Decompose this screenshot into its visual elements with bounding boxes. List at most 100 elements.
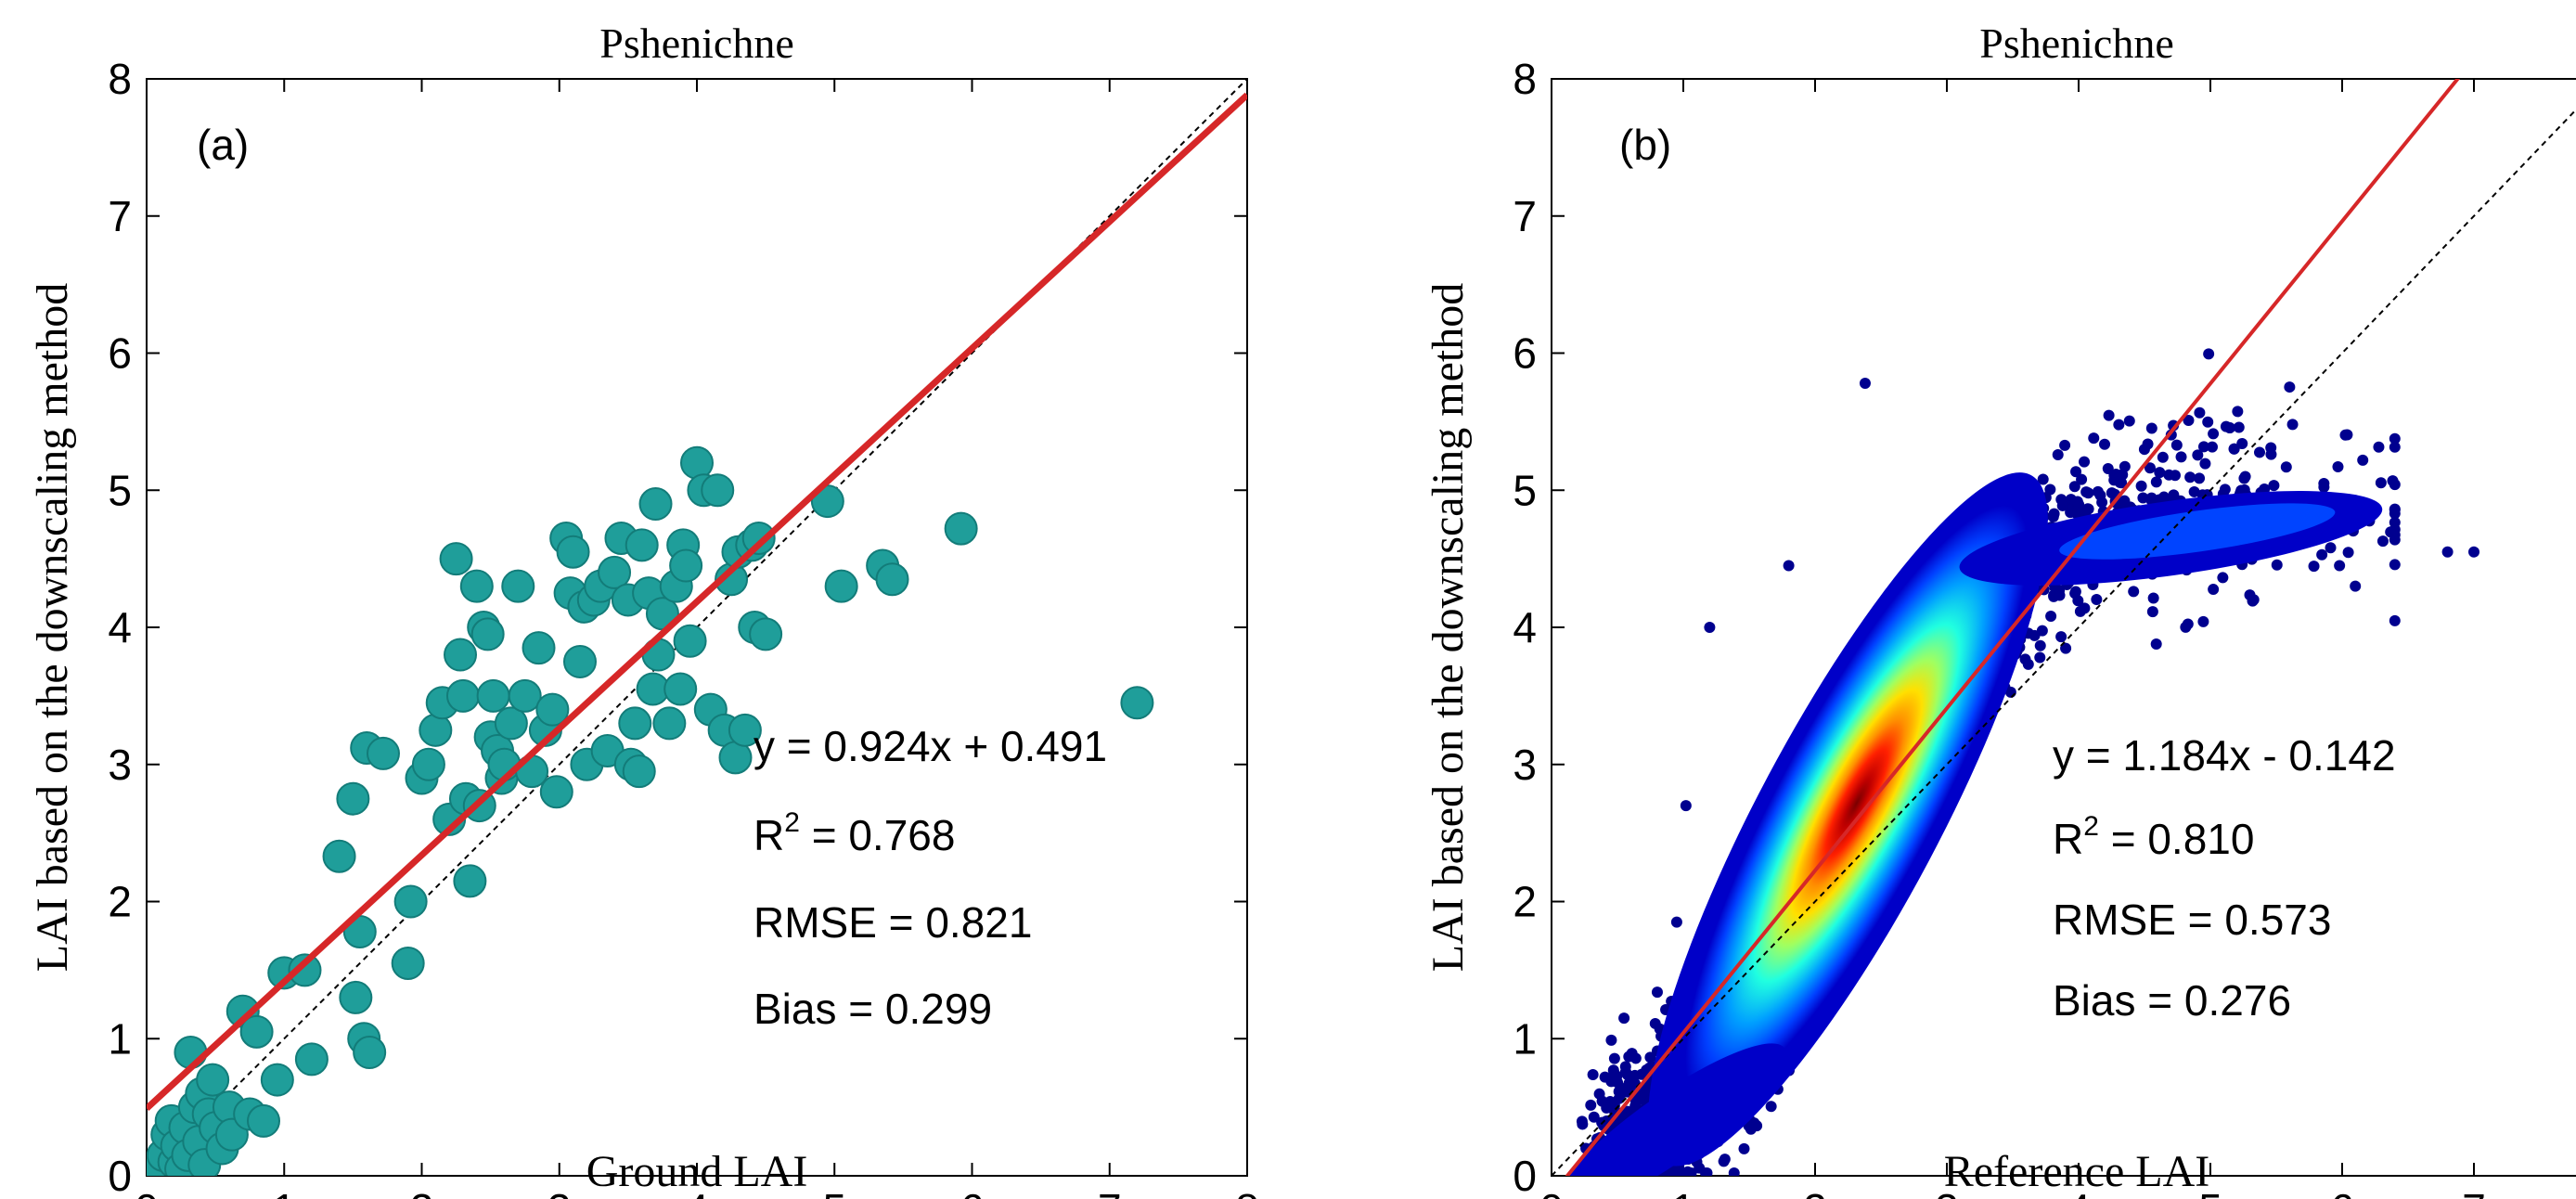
density-point: [2268, 480, 2280, 492]
data-point: [444, 638, 478, 672]
density-point: [1599, 1071, 1611, 1083]
data-point: [625, 528, 659, 562]
density-point: [2316, 548, 2328, 561]
density-point: [2228, 443, 2240, 455]
density-point: [2157, 451, 2169, 463]
density-point: [2389, 523, 2401, 535]
data-point: [494, 706, 528, 741]
data-point: [294, 1042, 328, 1077]
density-point: [2074, 605, 2086, 617]
density-point: [2147, 592, 2159, 604]
data-point: [393, 884, 428, 919]
bias-b: Bias = 0.276: [2053, 976, 2291, 1025]
bias-a: Bias = 0.299: [753, 985, 992, 1033]
data-point: [749, 617, 783, 651]
data-point: [944, 511, 978, 546]
data-point: [663, 672, 698, 706]
data-point: [476, 678, 510, 713]
density-point: [1619, 1065, 1631, 1077]
density-point: [1700, 1167, 1712, 1176]
density-point: [2247, 595, 2259, 607]
density-point: [2357, 454, 2369, 466]
data-point: [535, 692, 570, 727]
density-point: [2034, 639, 2046, 651]
x-tick-label-b: 7: [2462, 1185, 2486, 1199]
data-point: [339, 980, 373, 1014]
y-tick-label-a: 6: [108, 329, 132, 378]
density-point: [2389, 504, 2401, 516]
data-point: [501, 569, 535, 603]
data-point: [260, 1063, 294, 1097]
fit-line-a: [147, 92, 1247, 1112]
density-point: [2286, 419, 2299, 431]
axis-ticks-a: 0 1 2 3 4 5 6 7 8 0 1 2 3 4 5 6 7 8: [108, 55, 1258, 1199]
density-point: [2389, 441, 2401, 453]
density-point: [2056, 499, 2068, 511]
density-point: [2029, 629, 2041, 641]
density-point: [1587, 1069, 1599, 1081]
data-point: [247, 1103, 281, 1138]
y-tick-label-a: 2: [108, 878, 132, 926]
density-plateau-inner: [2059, 503, 2336, 560]
scatter-points-a: [147, 445, 1154, 1176]
density-point: [2047, 510, 2059, 522]
density-point: [2080, 486, 2093, 498]
data-point: [539, 775, 573, 809]
density-point: [2342, 547, 2354, 559]
density-point: [1644, 1051, 1656, 1064]
density-point: [2389, 559, 2401, 571]
data-point: [669, 548, 703, 583]
density-point: [2375, 477, 2387, 489]
density-point: [2076, 473, 2088, 485]
density-point: [1728, 1167, 1740, 1176]
density-point: [2202, 416, 2214, 428]
data-point: [336, 781, 370, 816]
data-point: [1120, 686, 1154, 720]
y-tick-label-a: 7: [108, 192, 132, 240]
density-point: [2332, 461, 2344, 473]
density-outlier: [2350, 580, 2362, 592]
density-point: [2184, 471, 2196, 483]
x-tick-label-a: 1: [272, 1185, 296, 1199]
x-axis-label-b: Reference LAI: [1944, 1147, 2209, 1196]
density-point: [2280, 461, 2292, 473]
density-point: [2232, 406, 2244, 418]
density-point: [2079, 456, 2091, 468]
density-point: [2203, 348, 2215, 360]
density-point: [2238, 472, 2250, 484]
data-point: [419, 713, 453, 747]
density-point: [1738, 1142, 1750, 1154]
y-tick-label-a: 0: [108, 1152, 132, 1199]
data-point: [562, 644, 597, 678]
density-point: [1629, 1052, 1642, 1064]
data-point: [701, 473, 735, 508]
r-squared-a: R2 = 0.768: [753, 807, 955, 859]
data-point: [196, 1063, 230, 1097]
density-outlier: [1704, 622, 1716, 633]
rmse-a: RMSE = 0.821: [753, 898, 1032, 947]
data-point: [411, 747, 445, 781]
density-point: [2183, 414, 2195, 426]
panel-label-a: (a): [197, 121, 249, 169]
density-point: [2059, 439, 2071, 451]
x-tick-label-a: 2: [410, 1185, 434, 1199]
density-point: [2138, 444, 2150, 456]
x-tick-label-b: 1: [1671, 1185, 1695, 1199]
density-point: [1629, 1100, 1642, 1112]
density-point: [2217, 572, 2229, 584]
density-point: [1677, 1167, 1689, 1176]
density-point: [2072, 595, 2084, 607]
fit-line-b: [1565, 79, 2461, 1176]
density-point: [1765, 1101, 1777, 1113]
y-axis-label-b: LAI based on the downscaling method: [1423, 283, 1473, 973]
data-point: [288, 953, 322, 987]
density-point: [2034, 651, 2046, 664]
density-point: [2219, 483, 2231, 496]
y-tick-label-b: 6: [1513, 329, 1537, 378]
density-point: [2194, 406, 2206, 419]
y-tick-label-a: 1: [108, 1014, 132, 1063]
stats-box-b: y = 1.184x - 0.142 R2 = 0.810 RMSE = 0.5…: [2053, 731, 2396, 1025]
x-tick-label-a: 0: [135, 1185, 159, 1199]
density-point: [2128, 586, 2140, 598]
density-point: [2037, 473, 2049, 485]
